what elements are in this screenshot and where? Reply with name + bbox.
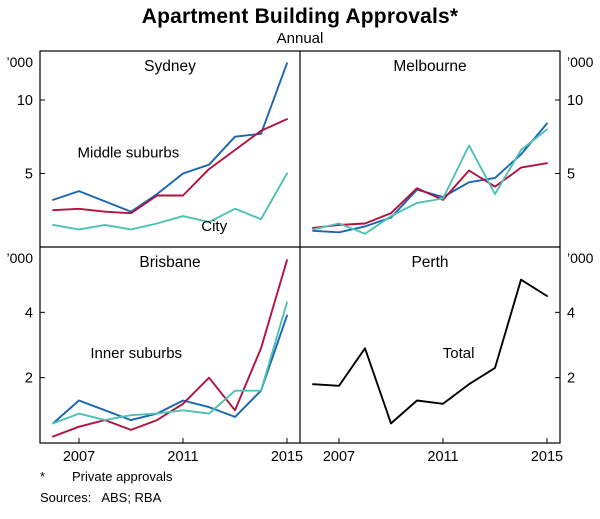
axis-unit-label: ’000 <box>7 54 34 70</box>
x-tick-label: 2011 <box>427 449 458 465</box>
y-tick-label: 10 <box>17 93 33 109</box>
axis-unit-label: ’000 <box>7 250 34 266</box>
panel-title: Brisbane <box>139 254 200 271</box>
panel-sydney: 5 10 ’000 Sydney Middle suburbs City <box>7 54 288 235</box>
y-tick-label: 2 <box>567 371 575 387</box>
axis-unit-label: ’000 <box>567 250 594 266</box>
panel-title: Perth <box>411 254 448 271</box>
sources-text: ABS; RBA <box>101 490 162 505</box>
panel-title: Melbourne <box>393 58 466 75</box>
panel-perth: 2 4 ’000 2007 2011 2015 Perth Total <box>312 250 594 465</box>
footnotes: * Private approvals Sources: ABS; RBA <box>40 469 600 505</box>
sources-label: Sources: <box>40 490 92 505</box>
footnote-text: Private approvals <box>72 469 173 484</box>
series-line-total <box>312 278 548 425</box>
x-tick-label: 2007 <box>323 449 355 465</box>
y-tick-label: 2 <box>25 371 33 387</box>
series-line-middle-suburbs <box>52 314 288 425</box>
series-label: City <box>201 218 227 235</box>
y-tick-label: 4 <box>25 305 33 321</box>
axis-unit-label: ’000 <box>567 54 594 70</box>
x-tick-label: 2015 <box>271 449 303 465</box>
series-label: Middle suburbs <box>78 144 180 161</box>
panel-brisbane: 2 4 ’000 2007 2011 2015 Brisbane Inner suburbs <box>7 250 304 465</box>
chart-title: Apartment Building Approvals* <box>141 5 459 28</box>
footnote-sources: Sources: ABS; RBA <box>40 490 600 505</box>
y-tick-label: 4 <box>567 305 575 321</box>
series-line-city <box>312 128 548 235</box>
series-line-city <box>52 172 288 231</box>
footnote-private-approvals: * Private approvals <box>40 469 600 484</box>
x-tick-label: 2011 <box>167 449 198 465</box>
panel-title: Sydney <box>144 58 196 75</box>
series-line-inner-suburbs <box>52 118 288 215</box>
series-line-city <box>52 301 288 425</box>
y-tick-label: 5 <box>567 166 575 182</box>
y-tick-label: 10 <box>567 93 583 109</box>
series-line-middle-suburbs <box>52 62 288 213</box>
x-tick-label: 2007 <box>63 449 95 465</box>
series-line-inner-suburbs <box>312 162 548 229</box>
footnote-asterisk: * <box>40 469 46 484</box>
series-line-middle-suburbs <box>312 122 548 234</box>
chart-canvas: 5 10 ’000 Sydney Middle suburbs City 5 10 ’000 Me… <box>7 50 594 465</box>
y-tick-label: 5 <box>25 166 33 182</box>
series-label: Inner suburbs <box>90 345 182 362</box>
series-label: Total <box>443 345 475 362</box>
x-tick-label: 2015 <box>531 449 563 465</box>
panel-melbourne: 5 10 ’000 Melbourne <box>312 54 594 235</box>
chart-subtitle: Annual <box>276 30 324 47</box>
